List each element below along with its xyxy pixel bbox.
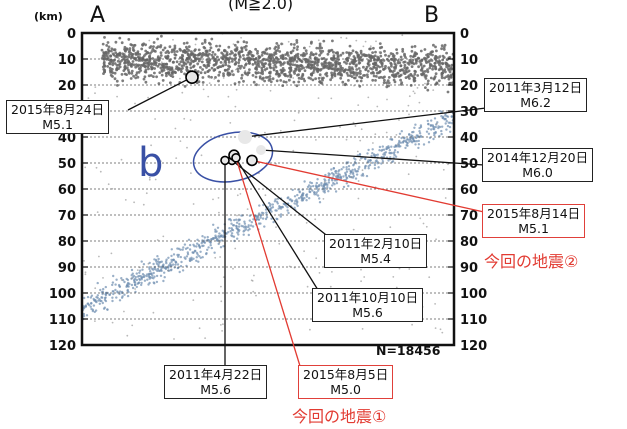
annotation-date: 2011年3月12日 [489, 80, 583, 95]
tick-label-right: 40 [460, 131, 478, 146]
tick-label-left: 10 [58, 53, 76, 68]
section-end-b: B [424, 3, 440, 28]
annotation-2015-08-05: 2015年8月5日 M5.0 [298, 365, 394, 399]
tick-label-left: 20 [58, 79, 76, 94]
annotation-date: 2015年8月24日 [11, 102, 105, 117]
tick-label-left: 120 [49, 339, 76, 354]
tick-label-right: 0 [460, 27, 469, 42]
depth-gridlines [82, 58, 454, 320]
annotation-2011-04-22: 2011年4月22日 M5.6 [164, 365, 268, 399]
leader-line [260, 149, 485, 166]
event-count: N=18456 [376, 343, 441, 358]
event-marker [238, 130, 252, 144]
region-b-label: b [138, 140, 164, 186]
annotation-date: 2011年10月10日 [317, 290, 419, 305]
annotation-magnitude: M5.4 [360, 251, 391, 266]
tick-label-left: 80 [58, 235, 76, 250]
tick-label-right: 20 [460, 79, 478, 94]
annotation-date: 2015年8月5日 [303, 367, 389, 382]
leader-line [231, 159, 331, 239]
chart-subtitle: (M≧2.0) [228, 0, 294, 13]
event-marker [231, 153, 241, 163]
annotation-magnitude: M5.0 [330, 382, 361, 397]
tick-label-left: 50 [58, 157, 76, 172]
event-marker [220, 155, 230, 166]
annotation-2015-08-24: 2015年8月24日 M5.1 [6, 100, 110, 134]
tick-label-left: 60 [58, 183, 76, 198]
annotation-magnitude: M5.1 [518, 221, 549, 236]
tick-label-left: 100 [49, 287, 76, 302]
current-quake-2-caption: 今回の地震② [484, 252, 579, 271]
tick-label-left: 40 [58, 131, 76, 146]
tick-label-left: 70 [58, 209, 76, 224]
tick-label-right: 110 [460, 313, 487, 328]
tick-label-right: 90 [460, 261, 478, 276]
annotation-magnitude: M5.6 [352, 305, 383, 320]
leader-line [127, 76, 193, 111]
event-markers [185, 70, 266, 167]
leader-line [251, 159, 485, 213]
tick-label-right: 80 [460, 235, 478, 250]
annotation-magnitude: M6.2 [520, 95, 551, 110]
tick-label-left: 90 [58, 261, 76, 276]
tick-label-right: 10 [460, 53, 478, 68]
leader-line [233, 154, 319, 291]
leader-line [235, 157, 301, 367]
event-marker [256, 145, 266, 155]
annotation-2011-03-12: 2011年3月12日 M6.2 [484, 78, 588, 112]
annotation-2011-10-10: 2011年10月10日 M5.6 [312, 288, 424, 322]
annotation-2014-12-20: 2014年12月20日 M6.0 [482, 148, 594, 182]
tick-label-left: 0 [67, 27, 76, 42]
current-quake-1-caption: 今回の地震① [292, 407, 387, 426]
annotation-magnitude: M5.1 [42, 117, 73, 132]
tick-label-right: 120 [460, 339, 487, 354]
event-marker [185, 70, 199, 84]
annotation-magnitude: M5.6 [200, 382, 231, 397]
section-end-a: A [90, 3, 106, 28]
tick-label-right: 30 [460, 105, 478, 120]
depth-unit-label: (km) [34, 10, 63, 23]
annotation-2015-08-14: 2015年8月14日 M5.1 [482, 204, 586, 238]
annotation-date: 2015年8月14日 [487, 206, 581, 221]
seismicity-dots [81, 32, 456, 340]
tick-label-left: 110 [49, 313, 76, 328]
tick-label-right: 100 [460, 287, 487, 302]
annotation-date: 2011年2月10日 [329, 236, 423, 251]
leader-line [244, 107, 487, 138]
event-marker [246, 154, 258, 167]
leader-lines [127, 76, 487, 367]
tick-label-right: 60 [460, 183, 478, 198]
annotation-date: 2011年4月22日 [169, 367, 263, 382]
region-b-ellipse [192, 131, 274, 183]
annotation-2011-02-10: 2011年2月10日 M5.4 [324, 234, 428, 268]
annotation-date: 2014年12月20日 [487, 150, 589, 165]
annotation-magnitude: M6.0 [522, 165, 553, 180]
tick-label-right: 70 [460, 209, 478, 224]
